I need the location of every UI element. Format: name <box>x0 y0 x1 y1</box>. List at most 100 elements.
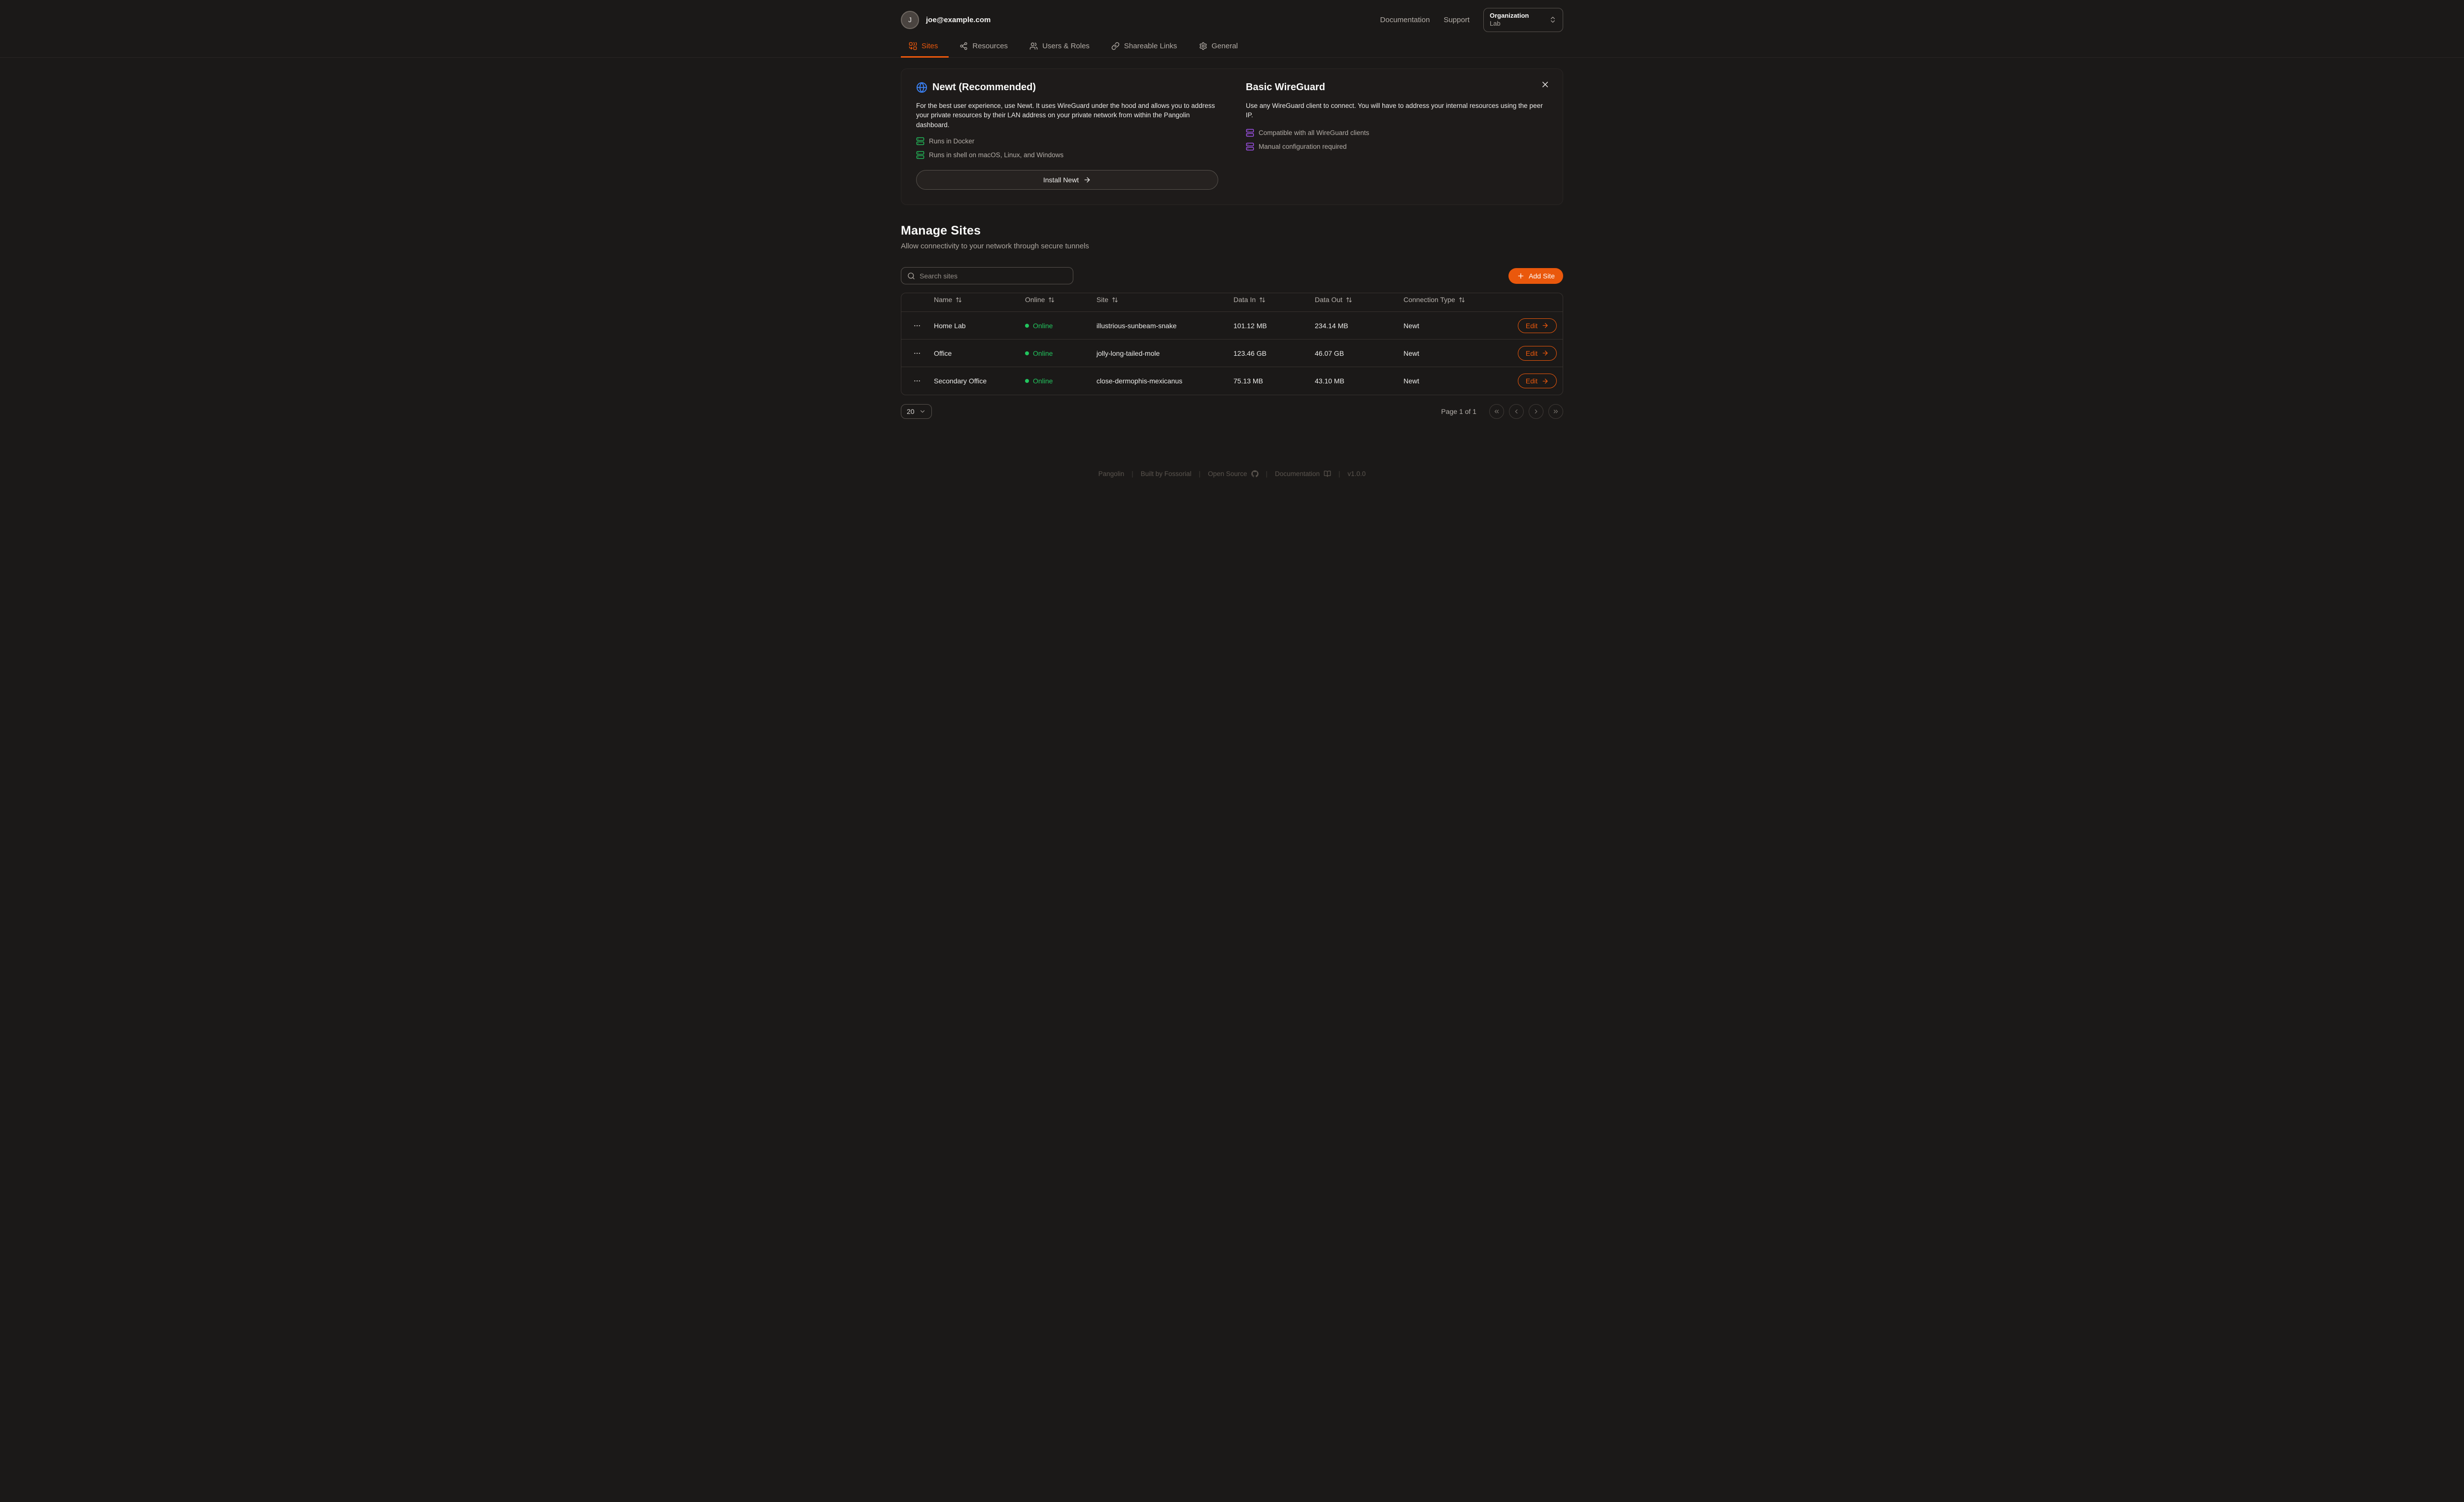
close-button[interactable] <box>1539 78 1552 91</box>
tab-resources[interactable]: Resources <box>949 42 1019 57</box>
pagination-bar: 20 Page 1 of 1 <box>901 404 1563 419</box>
ellipsis-icon <box>914 325 920 326</box>
support-link[interactable]: Support <box>1443 15 1470 24</box>
online-status-cell: Online <box>1024 377 1095 385</box>
tab-general[interactable]: General <box>1188 42 1249 57</box>
feature-label: Runs in Docker <box>929 137 975 145</box>
column-label: Online <box>1025 296 1045 304</box>
newt-description: For the best user experience, use Newt. … <box>916 102 1215 129</box>
column-label: Data In <box>1233 296 1256 304</box>
edit-label: Edit <box>1525 349 1538 357</box>
separator: | <box>1198 470 1201 478</box>
chevrons-left-icon <box>1494 410 1499 413</box>
sort-icon <box>956 297 962 303</box>
wireguard-feature: Compatible with all WireGuard clients <box>1246 129 1548 137</box>
data-out-cell: 234.14 MB <box>1315 321 1348 330</box>
tab-label: General <box>1211 41 1238 50</box>
last-page-button[interactable] <box>1548 404 1563 419</box>
data-out-cell: 46.07 GB <box>1315 349 1344 357</box>
footer-documentation-link[interactable]: Documentation <box>1275 470 1331 478</box>
column-header-data-out[interactable]: Data Out <box>1314 296 1403 304</box>
column-header-connection-type[interactable]: Connection Type <box>1403 296 1489 304</box>
github-icon <box>1251 470 1259 478</box>
wireguard-feature: Manual configuration required <box>1246 142 1548 151</box>
connection-type-cell: Newt <box>1403 377 1419 385</box>
column-header-data-in[interactable]: Data In <box>1232 296 1314 304</box>
install-newt-button[interactable]: Install Newt <box>916 170 1218 190</box>
data-in-cell: 75.13 MB <box>1233 377 1263 385</box>
sites-table: Name Online Site Data In Data Out Connec… <box>901 293 1563 396</box>
main-content: Newt (Recommended) For the best user exp… <box>887 68 1577 419</box>
page-size-value: 20 <box>907 408 915 416</box>
newt-feature: Runs in Docker <box>916 137 1218 145</box>
site-id-cell: close-dermophis-mexicanus <box>1096 377 1183 385</box>
edit-button[interactable]: Edit <box>1517 374 1557 389</box>
column-header-site[interactable]: Site <box>1095 296 1232 304</box>
ellipsis-icon <box>914 352 920 354</box>
open-source-link[interactable]: Open Source <box>1208 470 1259 478</box>
separator: | <box>1131 470 1133 478</box>
search-box[interactable] <box>901 267 1073 285</box>
online-dot <box>1025 351 1029 355</box>
tab-users-roles[interactable]: Users & Roles <box>1019 42 1100 57</box>
organization-value: Lab <box>1490 20 1501 28</box>
close-icon <box>1542 81 1548 87</box>
install-newt-label: Install Newt <box>1043 176 1079 184</box>
organization-selector[interactable]: Organization Lab <box>1483 8 1563 32</box>
edit-button[interactable]: Edit <box>1517 345 1557 361</box>
site-id-cell: jolly-long-tailed-mole <box>1096 349 1160 357</box>
arrow-right-icon <box>1542 350 1548 356</box>
newt-title: Newt (Recommended) <box>932 81 1036 93</box>
wireguard-title: Basic WireGuard <box>1246 81 1325 93</box>
tab-label: Resources <box>972 41 1008 50</box>
table-row: Secondary Office Online close-dermophis-… <box>901 367 1563 395</box>
resources-icon <box>960 42 967 50</box>
page-size-select[interactable]: 20 <box>901 404 932 419</box>
account-area[interactable]: J joe@example.com <box>901 10 991 29</box>
page-footer: Pangolin | Built by Fossorial | Open Sou… <box>0 470 2464 492</box>
avatar[interactable]: J <box>901 10 919 29</box>
arrow-right-icon <box>1084 177 1090 183</box>
site-name-cell: Office <box>934 349 952 357</box>
row-menu-button[interactable] <box>901 345 933 361</box>
online-status-cell: Online <box>1024 322 1095 330</box>
status-label: Online <box>1033 321 1053 330</box>
column-label: Site <box>1096 296 1109 304</box>
online-dot <box>1025 379 1029 383</box>
row-menu-button[interactable] <box>901 318 933 334</box>
chevrons-right-icon <box>1553 410 1558 413</box>
column-header-name[interactable]: Name <box>933 296 1024 304</box>
table-row: Home Lab Online illustrious-sunbeam-snak… <box>901 312 1563 340</box>
first-page-button[interactable] <box>1489 404 1504 419</box>
arrow-right-icon <box>1542 323 1548 328</box>
globe-icon <box>916 82 927 93</box>
search-input[interactable] <box>920 272 1067 280</box>
documentation-link[interactable]: Documentation <box>1380 15 1430 24</box>
onboarding-card: Newt (Recommended) For the best user exp… <box>901 68 1563 205</box>
chevron-down-icon <box>920 410 924 413</box>
previous-page-button[interactable] <box>1509 404 1524 419</box>
tab-bar: Sites Resources Users & Roles Shareable … <box>0 42 2464 58</box>
status-label: Online <box>1033 377 1053 385</box>
add-site-button[interactable]: Add Site <box>1508 268 1563 284</box>
edit-button[interactable]: Edit <box>1517 318 1557 333</box>
chevron-left-icon <box>1515 410 1518 414</box>
link-icon <box>1111 42 1120 50</box>
footer-brand: Pangolin <box>1098 470 1125 478</box>
tab-label: Users & Roles <box>1042 41 1090 50</box>
users-icon <box>1029 42 1038 50</box>
tab-sites[interactable]: Sites <box>901 42 949 58</box>
chevron-right-icon <box>1535 410 1538 414</box>
edit-label: Edit <box>1525 377 1538 385</box>
feature-label: Runs in shell on macOS, Linux, and Windo… <box>929 151 1064 159</box>
row-menu-button[interactable] <box>901 373 933 389</box>
top-bar: J joe@example.com Documentation Support … <box>0 0 2464 38</box>
table-row: Office Online jolly-long-tailed-mole 123… <box>901 340 1563 368</box>
next-page-button[interactable] <box>1529 404 1543 419</box>
page-title: Manage Sites <box>901 224 981 238</box>
sort-icon <box>1346 297 1352 303</box>
connection-type-cell: Newt <box>1403 349 1419 357</box>
tab-shareable-links[interactable]: Shareable Links <box>1100 42 1188 57</box>
server-icon <box>916 137 924 145</box>
column-header-online[interactable]: Online <box>1024 296 1095 304</box>
